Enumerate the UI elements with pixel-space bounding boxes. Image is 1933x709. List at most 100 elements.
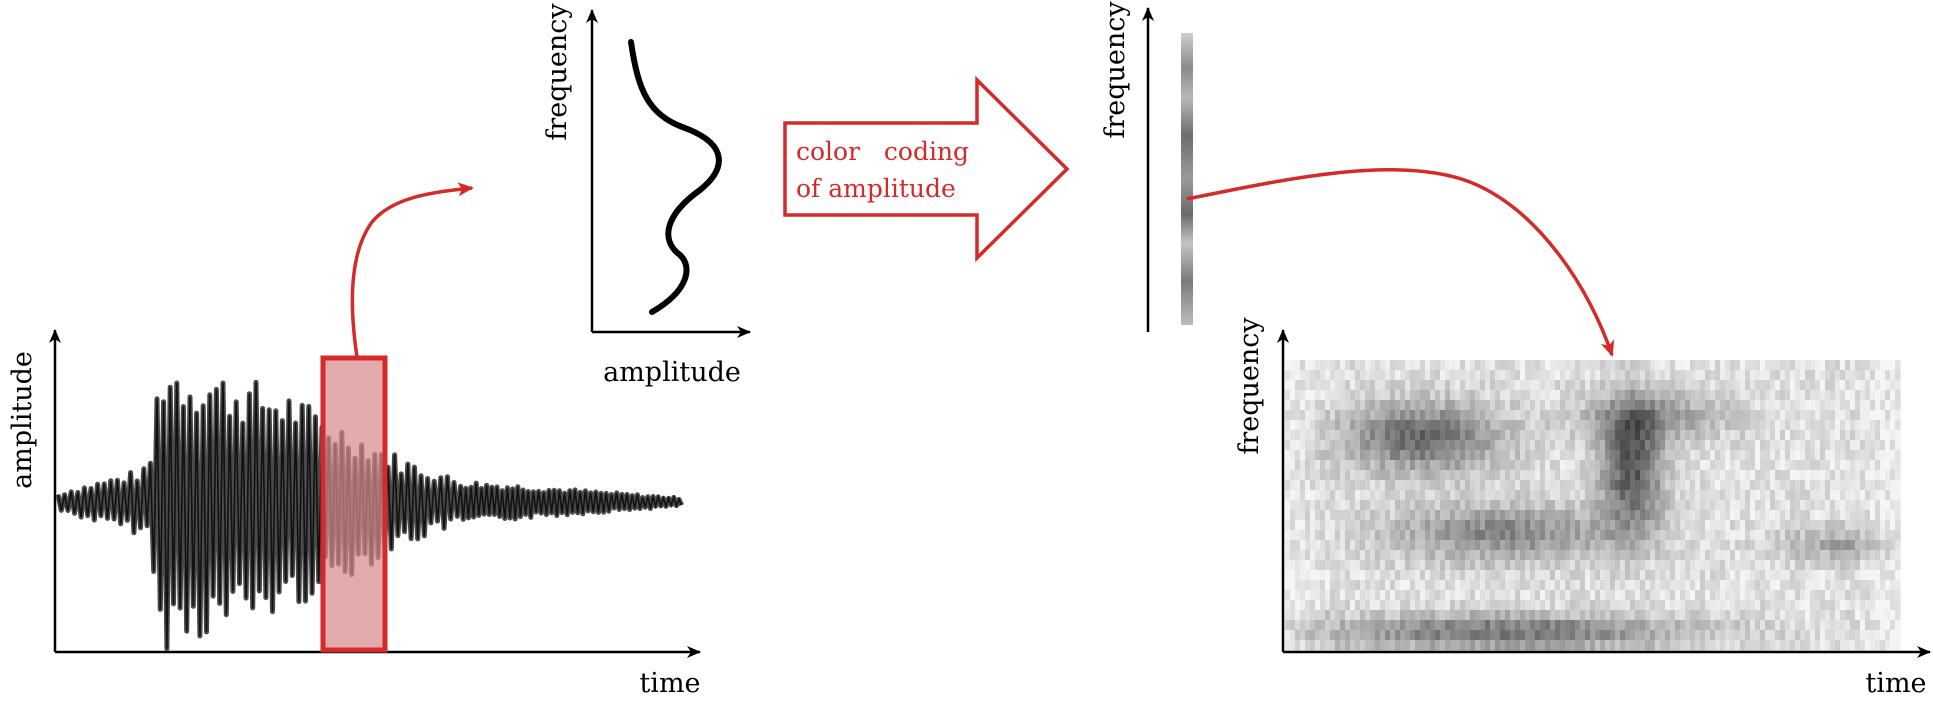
spectrogram-cell bbox=[1490, 450, 1496, 461]
spectrogram-cell bbox=[1695, 430, 1701, 441]
spectrogram-cell bbox=[1315, 450, 1321, 461]
spectrogram-cell bbox=[1515, 370, 1521, 381]
spectrogram-cell bbox=[1410, 640, 1416, 651]
spectrogram-cell bbox=[1865, 400, 1871, 411]
spectrogram-cell bbox=[1590, 540, 1596, 551]
spectrogram-cell bbox=[1300, 420, 1306, 431]
spectrogram-cell bbox=[1540, 500, 1546, 511]
spectrogram-cell bbox=[1860, 410, 1866, 421]
spectrogram-cell bbox=[1740, 620, 1746, 631]
spectrogram-cell bbox=[1730, 370, 1736, 381]
spectrogram-cell bbox=[1435, 540, 1441, 551]
spectrogram-cell bbox=[1820, 390, 1826, 401]
spectrogram-cell bbox=[1735, 570, 1741, 581]
spectrogram-cell bbox=[1740, 450, 1746, 461]
spectrogram-cell bbox=[1315, 570, 1321, 581]
spectrogram-cell bbox=[1795, 420, 1801, 431]
spectrogram-cell bbox=[1350, 550, 1356, 561]
spectrogram-cell bbox=[1455, 440, 1461, 451]
spectrogram-cell bbox=[1405, 580, 1411, 591]
spectrogram-cell bbox=[1645, 550, 1651, 561]
spectrogram-cell bbox=[1525, 490, 1531, 501]
spectrogram-cell bbox=[1820, 430, 1826, 441]
spectrogram-cell bbox=[1505, 520, 1511, 531]
spectrogram-cell bbox=[1560, 610, 1566, 621]
spectrogram-cell bbox=[1785, 430, 1791, 441]
spectrogram-cell bbox=[1645, 500, 1651, 511]
spectrogram-cell bbox=[1340, 410, 1346, 421]
spectrogram-cell bbox=[1540, 630, 1546, 641]
spectrogram-cell bbox=[1760, 540, 1766, 551]
spectrogram-cell bbox=[1705, 510, 1711, 521]
spectrogram-cell bbox=[1845, 570, 1851, 581]
spectrogram-cell bbox=[1425, 600, 1431, 611]
spectrogram-cell bbox=[1850, 460, 1856, 471]
spectrogram-cell bbox=[1890, 590, 1896, 601]
spectrogram-cell bbox=[1435, 450, 1441, 461]
spectrogram-cell bbox=[1595, 380, 1601, 391]
spectrogram-cell bbox=[1665, 630, 1671, 641]
spectrogram-cell bbox=[1690, 390, 1696, 401]
spectrogram-cell bbox=[1670, 480, 1676, 491]
spectrogram-cell bbox=[1870, 540, 1876, 551]
spectrogram-cell bbox=[1545, 470, 1551, 481]
spectrogram-cell bbox=[1650, 570, 1656, 581]
spectrogram-cell bbox=[1875, 450, 1881, 461]
spectrogram-cell bbox=[1570, 570, 1576, 581]
spectrogram-cell bbox=[1515, 400, 1521, 411]
spectrogram-cell bbox=[1565, 550, 1571, 561]
spectrogram-cell bbox=[1665, 570, 1671, 581]
spectrogram-cell bbox=[1695, 520, 1701, 531]
spectrogram-cell bbox=[1860, 630, 1866, 641]
spectrogram-cell bbox=[1695, 510, 1701, 521]
spectrogram-cell bbox=[1740, 380, 1746, 391]
spectrogram-cell bbox=[1480, 390, 1486, 401]
spectrogram-cell bbox=[1825, 590, 1831, 601]
spectrogram-cell bbox=[1635, 610, 1641, 621]
spectrogram-cell bbox=[1510, 520, 1516, 531]
spectrogram-cell bbox=[1830, 570, 1836, 581]
spectrogram-cell bbox=[1490, 380, 1496, 391]
spectrogram-cell bbox=[1360, 530, 1366, 541]
spectrogram-cell bbox=[1420, 560, 1426, 571]
spectrogram-cell bbox=[1690, 400, 1696, 411]
spectrogram-cell bbox=[1390, 610, 1396, 621]
spectrogram-cell bbox=[1715, 600, 1721, 611]
spectrogram-cell bbox=[1605, 510, 1611, 521]
spectrogram-cell bbox=[1435, 410, 1441, 421]
spectrogram-cell bbox=[1810, 410, 1816, 421]
spectrogram-cell bbox=[1760, 420, 1766, 431]
spectrogram-cell bbox=[1725, 440, 1731, 451]
spectrogram-cell bbox=[1610, 480, 1616, 491]
spectrogram-cell bbox=[1365, 490, 1371, 501]
spectrogram-cell bbox=[1400, 430, 1406, 441]
spectrogram-cell bbox=[1620, 470, 1626, 481]
spectrogram-cell bbox=[1685, 420, 1691, 431]
spectrogram-cell bbox=[1530, 500, 1536, 511]
spectrogram-cell bbox=[1740, 530, 1746, 541]
spectrogram-cell bbox=[1660, 470, 1666, 481]
spectrogram-cell bbox=[1445, 410, 1451, 421]
spectrogram-cell bbox=[1765, 580, 1771, 591]
spectrogram-cell bbox=[1440, 620, 1446, 631]
spectrogram-cell bbox=[1535, 450, 1541, 461]
spectrogram-cell bbox=[1435, 360, 1441, 371]
spectrogram-cell bbox=[1605, 370, 1611, 381]
spectrogram-cell bbox=[1455, 610, 1461, 621]
spectrogram-cell bbox=[1400, 440, 1406, 451]
spectrogram-cell bbox=[1585, 430, 1591, 441]
spectrogram-cell bbox=[1415, 590, 1421, 601]
spectrogram-cell bbox=[1545, 540, 1551, 551]
spectrogram-cell bbox=[1570, 590, 1576, 601]
spectrogram-cell bbox=[1790, 390, 1796, 401]
spectrogram-cell bbox=[1325, 640, 1331, 651]
spectrogram-cell bbox=[1870, 550, 1876, 561]
spectrogram-cell bbox=[1525, 420, 1531, 431]
spectrogram-cell bbox=[1455, 570, 1461, 581]
spectrogram-cell bbox=[1520, 470, 1526, 481]
spectrogram-cell bbox=[1300, 470, 1306, 481]
spectrogram-cell bbox=[1525, 640, 1531, 651]
spectrogram-cell bbox=[1320, 370, 1326, 381]
spectrogram-cell bbox=[1690, 550, 1696, 561]
spectrogram-cell bbox=[1545, 640, 1551, 651]
